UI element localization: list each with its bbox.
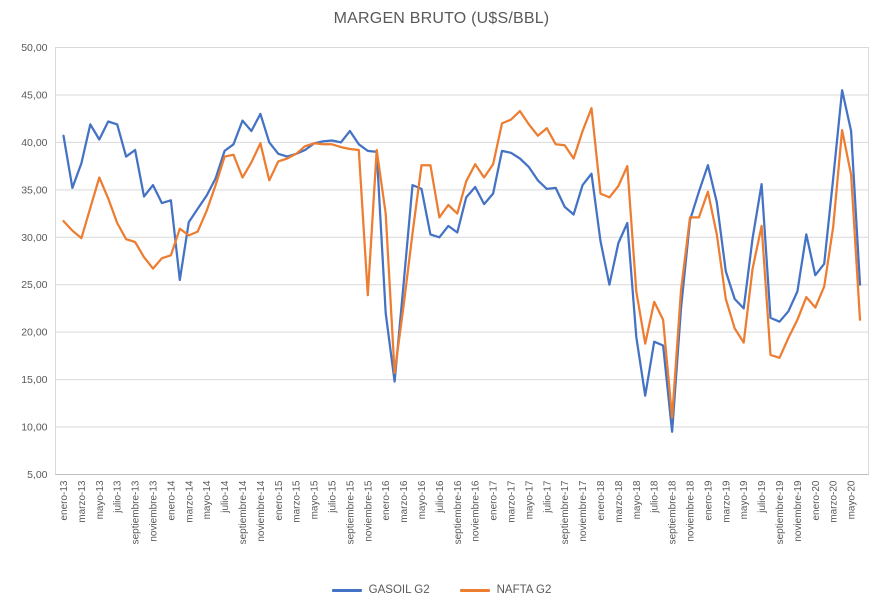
y-axis-tick-label: 30,00 <box>21 232 47 244</box>
x-axis-tick-label: mayo-19 <box>739 480 750 519</box>
legend-item-gasoil-g2: GASOIL G2 <box>331 584 430 596</box>
x-axis-tick-label: noviembre-17 <box>578 480 589 542</box>
x-axis-tick-label: mayo-13 <box>95 480 106 519</box>
nafta-line-swatch <box>459 588 490 592</box>
x-axis-tick-label: julio-19 <box>757 480 768 514</box>
x-axis-tick-label: julio-17 <box>542 480 553 514</box>
x-axis-tick-label: noviembre-15 <box>363 480 374 542</box>
legend-label-nafta: NAFTA G2 <box>496 584 552 596</box>
y-axis-tick-label: 5,00 <box>27 469 48 481</box>
x-axis-tick-label: enero-14 <box>166 480 177 520</box>
x-axis-tick-label: marzo-20 <box>829 480 840 523</box>
y-axis-tick-label: 40,00 <box>21 137 47 149</box>
x-axis-tick-label: marzo-19 <box>721 480 732 523</box>
x-axis-tick-label: mayo-18 <box>632 480 643 519</box>
x-axis-tick-label: julio-13 <box>113 480 124 514</box>
x-axis-tick-label: mayo-16 <box>417 480 428 519</box>
x-axis-tick-label: marzo-13 <box>77 480 88 523</box>
y-axis-tick-label: 25,00 <box>21 279 47 291</box>
y-axis-tick-label: 45,00 <box>21 89 47 101</box>
x-axis-tick-label: septiembre-19 <box>775 480 786 544</box>
x-axis-tick-label: julio-14 <box>220 480 231 514</box>
x-axis-tick-label: julio-16 <box>435 480 446 514</box>
legend-label-gasoil: GASOIL G2 <box>368 584 430 596</box>
y-axis-tick-label: 35,00 <box>21 184 47 196</box>
chart-title: MARGEN BRUTO (U$S/BBL) <box>333 10 550 27</box>
x-axis-tick-label: noviembre-14 <box>256 480 267 542</box>
x-axis-tick-label: septiembre-18 <box>668 480 679 544</box>
x-axis-tick-label: septiembre-14 <box>238 480 249 544</box>
x-axis-tick-label: enero-16 <box>381 480 392 520</box>
y-axis-tick-label: 10,00 <box>21 422 47 434</box>
x-axis-tick-label: julio-18 <box>650 480 661 514</box>
x-axis-tick-label: noviembre-18 <box>685 480 696 542</box>
x-axis-tick-label: septiembre-16 <box>453 480 464 544</box>
x-axis-tick-label: marzo-17 <box>506 480 517 523</box>
x-axis-tick-label: mayo-14 <box>202 480 213 519</box>
y-axis-tick-label: 20,00 <box>21 327 47 339</box>
y-axis-tick-label: 15,00 <box>21 374 47 386</box>
y-axis-tick-label: 50,00 <box>21 42 47 54</box>
x-axis-tick-label: mayo-20 <box>847 480 858 519</box>
chart-legend: GASOIL G2 NAFTA G2 <box>0 584 883 596</box>
x-axis-tick-label: septiembre-15 <box>345 480 356 544</box>
x-axis-tick-label: septiembre-13 <box>131 480 142 544</box>
x-axis-tick-label: enero-17 <box>489 480 500 520</box>
x-axis-tick-label: noviembre-13 <box>148 480 159 542</box>
series-line-gasoil-g2 <box>62 89 862 433</box>
series-line-nafta-g2 <box>62 107 862 419</box>
x-axis-tick-label: marzo-14 <box>184 480 195 523</box>
x-axis-tick-label: noviembre-16 <box>471 480 482 542</box>
x-axis-tick-label: marzo-18 <box>614 480 625 523</box>
x-axis-tick-label: enero-20 <box>811 480 822 520</box>
gasoil-line-swatch <box>331 588 362 592</box>
x-axis-tick-label: enero-13 <box>59 480 70 520</box>
x-axis-tick-label: noviembre-19 <box>793 480 804 542</box>
x-axis-tick-label: julio-15 <box>327 480 338 514</box>
x-axis-tick-label: enero-19 <box>703 480 714 520</box>
x-axis-tick-label: mayo-17 <box>524 480 535 519</box>
x-axis-tick-label: marzo-16 <box>399 480 410 523</box>
x-axis-tick-label: enero-18 <box>596 480 607 520</box>
x-axis-tick-label: mayo-15 <box>310 480 321 519</box>
legend-item-nafta-g2: NAFTA G2 <box>459 584 552 596</box>
x-axis-tick-label: enero-15 <box>274 480 285 520</box>
x-axis-tick-label: septiembre-17 <box>560 480 571 544</box>
x-axis-tick-label: marzo-15 <box>292 480 303 523</box>
